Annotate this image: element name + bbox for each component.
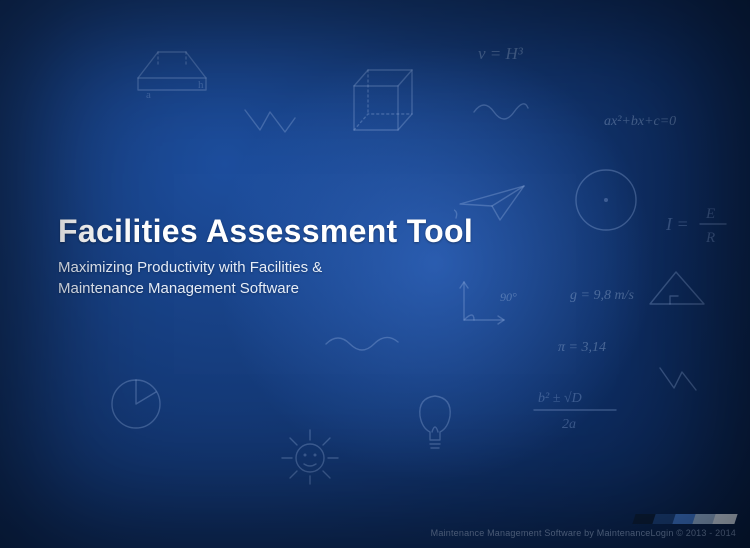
- brand-swatches: [431, 514, 736, 524]
- doodle-formula-root: b² ± √D 2a: [520, 384, 640, 438]
- svg-text:b² ± √D: b² ± √D: [538, 391, 582, 406]
- page-title: Facilities Assessment Tool: [58, 215, 473, 249]
- swatch-5: [712, 514, 737, 524]
- doodle-formula-quadratic: ax²+bx+c=0: [604, 114, 676, 130]
- doodle-pie: [104, 372, 168, 436]
- footer: Maintenance Management Software by Maint…: [431, 514, 736, 538]
- page-subtitle: Maximizing Productivity with Facilities …: [58, 257, 398, 301]
- title-block: Facilities Assessment Tool Maximizing Pr…: [58, 215, 473, 300]
- svg-text:a: a: [146, 89, 151, 100]
- doodle-triangle: [642, 264, 712, 312]
- svg-text:h: h: [198, 79, 204, 91]
- doodle-cube: [336, 56, 426, 146]
- doodle-circle: [566, 160, 646, 240]
- doodle-formula-current: I = E R: [664, 200, 734, 248]
- doodle-formula-speed: g = 9,8 m/s: [570, 288, 634, 304]
- doodle-prism: a h: [128, 40, 218, 100]
- doodle-angle-label: 90°: [500, 290, 517, 305]
- doodle-lightbulb: [410, 388, 460, 458]
- doodle-wave-1: [470, 94, 530, 124]
- doodle-wave-2: [322, 330, 402, 356]
- doodle-formula-pi: π = 3,14: [558, 340, 606, 356]
- svg-text:R: R: [705, 230, 715, 246]
- svg-text:E: E: [705, 206, 715, 222]
- doodle-sun: [270, 420, 350, 490]
- doodle-zigzag-2: [656, 360, 706, 400]
- doodle-zigzag-1: [240, 100, 300, 140]
- svg-text:I =: I =: [665, 214, 689, 234]
- doodle-formula-volume: v = H³: [478, 44, 523, 64]
- footer-text: Maintenance Management Software by Maint…: [431, 528, 736, 538]
- svg-text:2a: 2a: [562, 417, 576, 432]
